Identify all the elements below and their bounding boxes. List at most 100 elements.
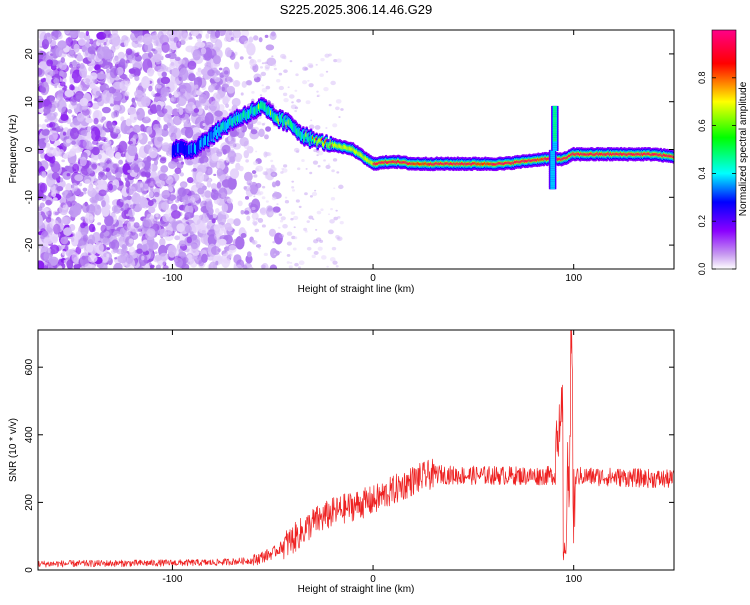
noise-speckle: [296, 167, 301, 171]
noise-speckle: [63, 153, 68, 160]
noise-speckle: [85, 30, 90, 36]
noise-speckle: [79, 66, 88, 78]
noise-speckle: [317, 246, 323, 251]
noise-speckle: [146, 228, 156, 237]
noise-speckle: [218, 238, 227, 246]
noise-speckle: [232, 79, 241, 87]
noise-speckle: [314, 189, 317, 192]
noise-speckle: [120, 207, 124, 211]
noise-speckle: [283, 69, 288, 74]
noise-speckle: [216, 151, 223, 157]
noise-speckle: [148, 206, 156, 214]
noise-speckle: [210, 183, 218, 190]
noise-speckle: [110, 122, 116, 130]
noise-speckle: [118, 140, 128, 153]
noise-speckle: [145, 115, 149, 121]
noise-speckle: [52, 223, 61, 235]
noise-speckle: [102, 237, 111, 246]
noise-speckle: [70, 237, 75, 243]
noise-speckle: [258, 191, 264, 195]
noise-speckle: [127, 169, 132, 174]
noise-speckle: [87, 46, 96, 55]
noise-speckle: [214, 224, 225, 237]
noise-speckle: [131, 97, 136, 103]
noise-speckle: [261, 185, 266, 189]
noise-speckle: [156, 78, 161, 85]
noise-speckle: [109, 65, 118, 79]
noise-speckle: [308, 215, 314, 220]
noise-speckle: [224, 47, 232, 58]
noise-speckle: [288, 265, 293, 269]
noise-speckle: [314, 125, 321, 130]
noise-speckle: [190, 30, 200, 37]
noise-speckle: [246, 215, 251, 221]
noise-speckle: [329, 257, 336, 262]
noise-speckle: [286, 241, 292, 246]
noise-speckle: [264, 175, 270, 179]
noise-speckle: [313, 148, 318, 153]
noise-speckle: [258, 37, 263, 43]
noise-speckle: [76, 54, 84, 62]
noise-speckle: [307, 79, 310, 82]
noise-speckle: [48, 130, 58, 142]
noise-speckle: [227, 81, 231, 85]
noise-speckle: [134, 75, 140, 82]
noise-speckle: [253, 35, 259, 41]
noise-speckle: [112, 163, 120, 169]
noise-speckle: [116, 66, 124, 76]
noise-speckle: [153, 191, 160, 198]
noise-speckle: [46, 146, 56, 157]
noise-speckle: [197, 164, 207, 174]
noise-speckle: [195, 181, 203, 189]
spectrogram-heatmap: [38, 30, 674, 269]
noise-speckle: [245, 159, 249, 163]
noise-speckle: [112, 57, 120, 65]
noise-speckle: [266, 57, 277, 66]
noise-speckle: [168, 93, 172, 99]
noise-speckle: [234, 61, 240, 70]
noise-speckle: [78, 31, 86, 39]
noise-speckle: [294, 109, 298, 113]
noise-speckle: [187, 60, 197, 70]
noise-speckle: [124, 91, 130, 97]
noise-speckle: [41, 123, 47, 130]
noise-speckle: [231, 97, 241, 107]
noise-speckle: [304, 192, 308, 196]
noise-speckle: [253, 195, 256, 198]
noise-speckle: [294, 106, 299, 110]
noise-speckle: [239, 56, 244, 60]
noise-speckle: [86, 39, 90, 43]
noise-speckle: [160, 165, 169, 173]
noise-speckle: [255, 244, 262, 248]
noise-speckle: [71, 140, 76, 145]
noise-speckle: [160, 128, 169, 137]
noise-speckle: [221, 203, 229, 213]
noise-speckle: [163, 113, 171, 123]
noise-speckle: [156, 65, 161, 70]
noise-speckle: [80, 228, 89, 236]
noise-speckle: [208, 261, 218, 269]
noise-speckle: [282, 92, 288, 97]
noise-speckle: [57, 40, 67, 50]
noise-speckle: [39, 202, 45, 208]
noise-speckle: [264, 64, 271, 70]
noise-speckle: [73, 43, 80, 53]
noise-speckle: [214, 110, 223, 117]
noise-speckle: [153, 176, 157, 181]
noise-speckle: [316, 154, 319, 157]
noise-speckle: [122, 245, 128, 253]
noise-speckle: [117, 254, 128, 264]
noise-speckle: [170, 97, 175, 102]
noise-speckle: [278, 85, 285, 91]
noise-speckle: [266, 152, 272, 157]
noise-speckle: [88, 38, 94, 45]
noise-speckle: [70, 96, 78, 106]
noise-speckle: [156, 179, 165, 188]
noise-speckle: [240, 232, 247, 239]
noise-speckle: [317, 150, 324, 156]
noise-speckle: [246, 251, 252, 258]
noise-speckle: [79, 97, 89, 107]
noise-speckle: [174, 257, 183, 268]
noise-speckle: [62, 131, 67, 136]
